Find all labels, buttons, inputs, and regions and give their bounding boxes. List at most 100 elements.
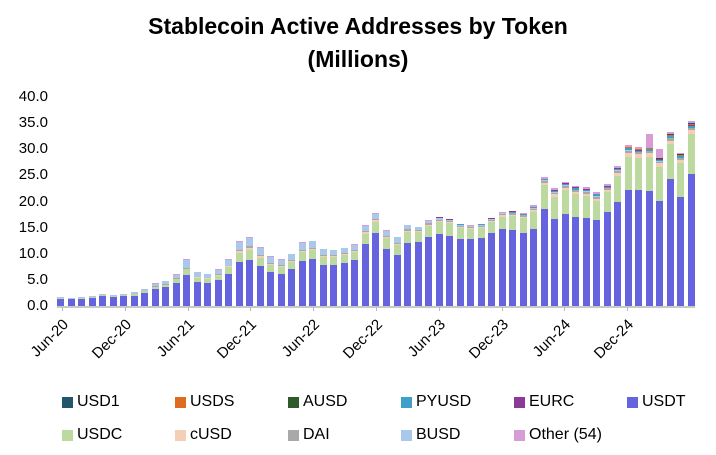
segment-usdc bbox=[162, 284, 170, 288]
segment-usdt bbox=[246, 259, 254, 306]
segment-usdc bbox=[656, 166, 664, 201]
segment-cusd bbox=[246, 247, 254, 250]
legend-label: cUSD bbox=[190, 426, 232, 443]
segment-cusd bbox=[509, 214, 517, 217]
segment-other-54- bbox=[593, 192, 601, 194]
segment-busd bbox=[225, 259, 233, 266]
segment-usdt bbox=[456, 238, 464, 306]
segment-dai bbox=[277, 265, 285, 267]
segment-eurc bbox=[614, 168, 622, 169]
segment-eurc bbox=[540, 178, 548, 180]
x-axis-tick-label: Jun-24 bbox=[529, 316, 575, 361]
segment-busd bbox=[193, 272, 201, 277]
segment-usdc bbox=[309, 250, 317, 259]
bar-dec-24 bbox=[624, 144, 632, 306]
segment-other-54- bbox=[319, 248, 327, 250]
legend-item-usds: USDS bbox=[175, 392, 288, 412]
segment-dai bbox=[645, 150, 653, 153]
legend-item-busd: BUSD bbox=[401, 425, 514, 445]
bar-may-22 bbox=[298, 242, 306, 306]
y-axis-tick-label: 15.0 bbox=[18, 218, 48, 236]
segment-eurc bbox=[635, 150, 643, 151]
segment-busd bbox=[330, 250, 338, 256]
segment-usdt bbox=[614, 202, 622, 306]
segment-usdt bbox=[477, 237, 485, 306]
segment-usdc bbox=[235, 253, 243, 263]
segment-cusd bbox=[351, 250, 359, 253]
bar-jul-21 bbox=[193, 272, 201, 306]
segment-cusd bbox=[666, 140, 674, 145]
segment-other-54- bbox=[624, 144, 632, 147]
segment-usdc bbox=[404, 231, 412, 244]
bar-aug-24 bbox=[582, 187, 590, 306]
segment-dai bbox=[467, 227, 475, 229]
segment-busd bbox=[298, 242, 306, 250]
segment-usdt bbox=[551, 219, 559, 306]
segment-eurc bbox=[435, 217, 443, 218]
x-axis-tick bbox=[564, 307, 566, 311]
segment-cusd bbox=[624, 153, 632, 158]
segment-cusd bbox=[372, 220, 380, 222]
segment-usdt bbox=[540, 209, 548, 306]
segment-pyusd bbox=[551, 190, 559, 193]
x-axis-tick bbox=[376, 307, 377, 311]
plot-area bbox=[57, 97, 695, 308]
bar-feb-22 bbox=[267, 256, 275, 306]
segment-cusd bbox=[572, 192, 580, 195]
segment-busd bbox=[540, 180, 548, 181]
segment-dai bbox=[540, 180, 548, 183]
segment-usdc bbox=[351, 252, 359, 261]
segment-usdc bbox=[88, 297, 96, 298]
segment-pyusd bbox=[614, 168, 622, 171]
segment-usdc bbox=[530, 211, 538, 229]
legend-label: USD1 bbox=[77, 393, 120, 410]
segment-usdt bbox=[509, 230, 517, 306]
segment-usdt bbox=[256, 266, 264, 306]
bar-apr-22 bbox=[288, 253, 296, 306]
segment-eurc bbox=[572, 187, 580, 188]
bar-sep-24 bbox=[593, 192, 601, 306]
segment-usdc bbox=[635, 157, 643, 191]
segment-busd bbox=[256, 248, 264, 256]
segment-usdt bbox=[498, 229, 506, 306]
segment-usdc bbox=[582, 195, 590, 219]
segment-eurc bbox=[603, 186, 611, 187]
segment-busd bbox=[267, 256, 275, 264]
segment-other-54- bbox=[540, 177, 548, 179]
segment-usds bbox=[624, 146, 632, 148]
segment-usdc bbox=[393, 244, 401, 255]
bar-mar-25 bbox=[656, 148, 664, 306]
segment-other-54- bbox=[235, 240, 243, 242]
x-axis-tick-label: Dec-22 bbox=[339, 316, 387, 363]
segment-dai bbox=[193, 276, 201, 278]
segment-pyusd bbox=[687, 126, 695, 128]
segment-other-54- bbox=[509, 210, 517, 212]
segment-busd bbox=[414, 227, 422, 230]
bar-feb-25 bbox=[645, 133, 653, 306]
segment-eurc bbox=[530, 206, 538, 208]
segment-other-54- bbox=[519, 212, 527, 214]
segment-dai bbox=[88, 296, 96, 298]
x-axis-tick-label: Jun-20 bbox=[27, 316, 73, 361]
bar-feb-23 bbox=[393, 237, 401, 306]
segment-usdc bbox=[414, 231, 422, 242]
segment-cusd bbox=[214, 274, 222, 276]
segment-usdc bbox=[288, 262, 296, 270]
bar-sep-20 bbox=[88, 295, 96, 306]
segment-busd bbox=[435, 217, 443, 220]
segment-other-54- bbox=[477, 223, 485, 225]
bar-jan-24 bbox=[509, 210, 517, 306]
segment-pyusd bbox=[666, 136, 674, 139]
bar-oct-23 bbox=[477, 223, 485, 306]
segment-cusd bbox=[425, 224, 433, 226]
segment-usdc bbox=[183, 269, 191, 276]
segment-cusd bbox=[645, 152, 653, 157]
segment-usdc bbox=[540, 185, 548, 210]
segment-busd bbox=[477, 224, 485, 226]
bar-mar-21 bbox=[151, 283, 159, 306]
segment-dai bbox=[582, 191, 590, 194]
segment-cusd bbox=[582, 193, 590, 196]
segment-busd bbox=[67, 297, 75, 299]
segment-busd bbox=[130, 292, 138, 294]
segment-usdc bbox=[477, 227, 485, 238]
